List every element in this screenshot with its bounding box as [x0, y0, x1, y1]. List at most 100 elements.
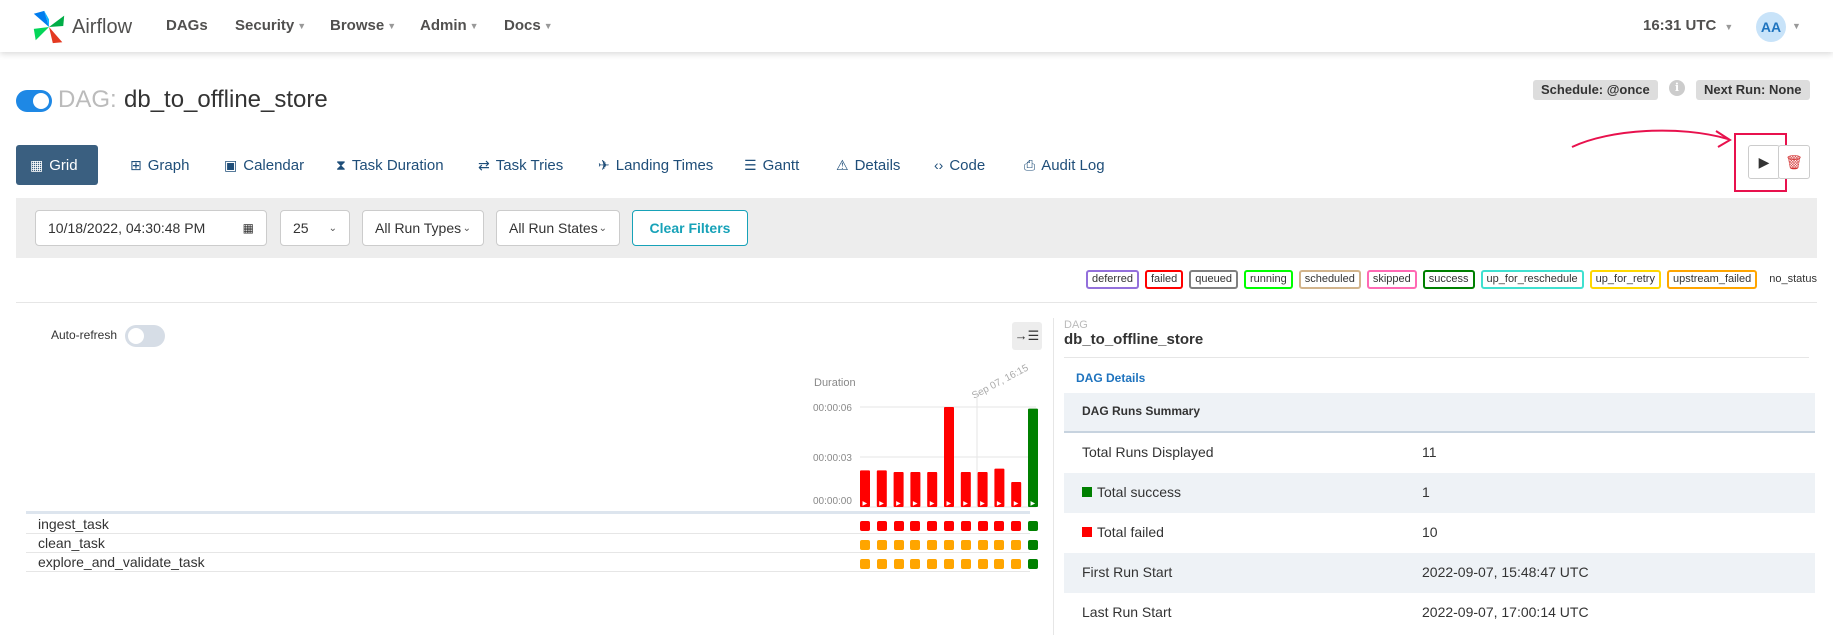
run-duration-bar[interactable]	[876, 470, 887, 507]
tab-audit-log[interactable]: ⎙ Audit Log	[1024, 156, 1105, 174]
task-instance-square[interactable]	[1028, 559, 1038, 569]
task-instance-square[interactable]	[860, 559, 870, 569]
task-name[interactable]: clean_task	[38, 535, 105, 551]
chevron-down-icon: ▼	[387, 21, 397, 32]
task-instance-square[interactable]	[876, 521, 887, 531]
utc-clock[interactable]: 16:31 UTC ▼	[1643, 17, 1734, 34]
task-instance-square[interactable]	[944, 521, 954, 531]
tab-details[interactable]: ⚠ Details	[836, 156, 901, 174]
run-duration-bar[interactable]	[960, 472, 971, 507]
task-instance-square[interactable]	[944, 540, 954, 550]
task-instance-square[interactable]	[893, 540, 904, 550]
run-duration-bar[interactable]	[927, 472, 938, 507]
nav-security[interactable]: Security ▼	[235, 17, 307, 34]
task-instance-square[interactable]	[977, 540, 988, 550]
task-instance-square[interactable]	[876, 540, 887, 550]
legend-upstream-failed[interactable]: upstream_failed	[1666, 270, 1758, 289]
task-instance-square[interactable]	[944, 559, 954, 569]
tab-calendar[interactable]: ▣ Calendar	[224, 156, 305, 174]
task-instance-square[interactable]	[977, 521, 988, 531]
task-instance-square[interactable]	[910, 521, 921, 531]
run-duration-bar[interactable]	[893, 472, 904, 507]
task-instance-square[interactable]	[876, 559, 887, 569]
task-instance-square[interactable]	[960, 540, 971, 550]
summary-value: 11	[1422, 444, 1437, 460]
summary-row: Total success 1	[1064, 473, 1815, 513]
task-row[interactable]: explore_and_validate_task	[26, 553, 1038, 572]
task-instance-square[interactable]	[910, 540, 921, 550]
task-instance-square[interactable]	[1011, 540, 1022, 550]
task-instance-square[interactable]	[960, 521, 971, 531]
task-instance-square[interactable]	[860, 521, 870, 531]
info-icon[interactable]: i	[1669, 80, 1685, 96]
legend-success[interactable]: success	[1422, 270, 1475, 289]
task-instance-square[interactable]	[893, 521, 904, 531]
task-instance-square[interactable]	[910, 559, 921, 569]
task-instance-square[interactable]	[860, 540, 870, 550]
run-duration-bar[interactable]	[977, 472, 988, 507]
base-date-input[interactable]: 10/18/2022, 04:30:48 PM ▦	[35, 210, 267, 246]
tab-landing-times[interactable]: ✈ Landing Times	[598, 156, 714, 174]
task-instance-square[interactable]	[1011, 521, 1022, 531]
play-icon: ▶	[879, 501, 884, 507]
auto-refresh-toggle[interactable]	[125, 325, 165, 347]
run-duration-bar[interactable]	[944, 407, 954, 507]
legend-no-status[interactable]: no_status	[1769, 273, 1817, 285]
run-duration-bar[interactable]	[1011, 482, 1022, 507]
clear-filters-button[interactable]: Clear Filters	[632, 210, 748, 246]
nav-docs[interactable]: Docs ▼	[504, 17, 553, 34]
task-instance-square[interactable]	[927, 521, 938, 531]
task-name[interactable]: explore_and_validate_task	[38, 554, 205, 570]
run-duration-bar[interactable]	[860, 470, 870, 507]
task-instance-square[interactable]	[927, 559, 938, 569]
task-row[interactable]: ingest_task	[26, 515, 1038, 534]
task-instance-square[interactable]	[994, 540, 1005, 550]
calendar-icon[interactable]: ▦	[242, 221, 254, 235]
run-duration-bar[interactable]	[1028, 408, 1038, 507]
num-runs-select[interactable]: 25 ⌄	[280, 210, 350, 246]
tab-code[interactable]: ‹› Code	[934, 156, 986, 174]
task-row[interactable]: clean_task	[26, 534, 1038, 553]
task-instance-square[interactable]	[1028, 540, 1038, 550]
task-instance-square[interactable]	[1028, 521, 1038, 531]
task-name[interactable]: ingest_task	[38, 516, 109, 532]
collapse-details-button[interactable]: →☰	[1012, 322, 1042, 350]
run-type-select[interactable]: All Run Types ⌄	[362, 210, 484, 246]
tab-grid[interactable]: ▦ Grid	[16, 145, 98, 185]
nav-admin[interactable]: Admin ▼	[420, 17, 479, 34]
trigger-dag-button[interactable]: ▶	[1748, 145, 1780, 179]
task-instance-square[interactable]	[893, 559, 904, 569]
legend-up-for-retry[interactable]: up_for_retry	[1589, 270, 1661, 289]
legend-deferred[interactable]: deferred	[1086, 270, 1139, 289]
legend-queued[interactable]: queued	[1189, 270, 1238, 289]
tab-task-duration[interactable]: ⧗ Task Duration	[336, 156, 444, 174]
play-icon: ▶	[997, 501, 1002, 507]
chevron-down-icon[interactable]: ▼	[1792, 21, 1801, 31]
delete-dag-button[interactable]: 🗑	[1778, 145, 1810, 179]
run-duration-bar[interactable]	[994, 468, 1005, 507]
task-instance-square[interactable]	[994, 559, 1005, 569]
nav-browse[interactable]: Browse ▼	[330, 17, 397, 34]
legend-skipped[interactable]: skipped	[1366, 270, 1417, 289]
task-instance-square[interactable]	[927, 540, 938, 550]
nav-dags[interactable]: DAGs	[166, 17, 208, 34]
run-state-select[interactable]: All Run States ⌄	[496, 210, 620, 246]
dag-pause-toggle[interactable]	[16, 90, 52, 112]
task-instance-square[interactable]	[1011, 559, 1022, 569]
tab-task-tries[interactable]: ⇄ Task Tries	[478, 156, 564, 174]
legend-failed[interactable]: failed	[1144, 270, 1184, 289]
task-instance-square[interactable]	[994, 521, 1005, 531]
dag-details-link[interactable]: DAG Details	[1076, 371, 1146, 385]
play-icon: ▶	[1031, 501, 1036, 507]
legend-up-for-reschedule[interactable]: up_for_reschedule	[1480, 270, 1584, 289]
legend-scheduled[interactable]: scheduled	[1298, 270, 1361, 289]
tab-graph[interactable]: ⊞ Graph	[130, 156, 190, 174]
legend-running[interactable]: running	[1244, 270, 1293, 289]
run-duration-chart: Duration 00:00:06 00:00:03 00:00:00 Sep …	[26, 362, 1038, 514]
task-instance-square[interactable]	[960, 559, 971, 569]
task-instance-square[interactable]	[977, 559, 988, 569]
brand[interactable]: Airflow	[30, 8, 132, 46]
tab-gantt[interactable]: ☰ Gantt	[744, 156, 800, 174]
run-duration-bar[interactable]	[910, 472, 921, 507]
user-avatar[interactable]: AA	[1756, 12, 1786, 42]
